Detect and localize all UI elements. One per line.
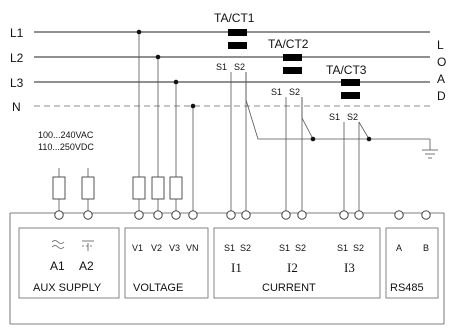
terminal-label-rs485-b: B [423,243,429,253]
terminal-label-v2: V2 [151,243,162,253]
junction-dot [310,136,316,142]
ct3-core [341,92,360,99]
ct3-s2-label: S2 [347,112,358,122]
load-letter-3: A [437,72,445,86]
terminal-rs485-a [394,210,404,220]
ct2-s1-label: S1 [271,87,282,97]
ct1-label: TA/CT1 [214,11,255,25]
ct1-core [228,29,247,36]
ct2-core [283,67,302,74]
group-label-current: CURRENT [262,282,316,294]
terminal-label-v3: V3 [169,243,180,253]
fuse-aux-a2 [81,176,95,200]
ct3-s1-label: S1 [329,112,340,122]
current-label-i3: I3 [344,260,355,275]
terminal-rs485-b [421,210,431,220]
terminal-label-i2-s1: S1 [279,243,290,253]
ct1-s2-label: S2 [234,62,245,72]
junction-dot [366,136,372,142]
terminal-i1-s1 [226,210,236,220]
terminal-label-vn: VN [186,243,199,253]
terminal-i3-s2 [354,210,364,220]
load-letter-2: O [437,55,446,69]
meter-body [9,212,445,325]
ct2: TA/CT2 S1 S2 [268,37,309,97]
fuse-v1 [132,176,146,200]
fuses [52,168,183,213]
current-label-i1: I1 [231,260,242,275]
terminal-v2 [153,210,163,220]
terminal-label-rs485-a: A [396,243,402,253]
group-label-voltage: VOLTAGE [133,282,183,294]
junction-dot [173,79,179,85]
load-label: L O A D [437,38,446,103]
current-label-i2: I2 [287,260,298,275]
terminal-i2-s2 [297,210,307,220]
rs485-group [385,227,439,299]
ct1-core [228,42,247,49]
load-letter-1: L [437,38,444,52]
label-l2: L2 [10,51,24,65]
terminal-label-i3-s1: S1 [337,243,348,253]
junction-dot [190,103,196,109]
label-l1: L1 [10,26,24,40]
voltage-taps [136,29,196,213]
terminal-row [54,210,431,220]
group-label-aux-supply: AUX SUPPLY [33,282,102,294]
ct1: TA/CT1 S1 S2 [214,11,255,72]
fuse-v3 [169,176,183,200]
ct1-s1-label: S1 [216,62,227,72]
terminal-a1 [54,210,64,220]
terminal-vn [188,210,198,220]
terminal-label-a2: A2 [79,259,94,273]
terminal-label-v1: V1 [132,243,143,253]
ct3-label: TA/CT3 [326,63,367,77]
terminal-a2 [83,210,93,220]
ct3-core [341,79,360,86]
ct2-label: TA/CT2 [268,37,309,51]
terminal-v1 [134,210,144,220]
ground-icon [422,139,438,159]
dc-symbol-icon [82,240,94,251]
voltage-group [124,227,209,299]
terminal-i3-s1 [339,210,349,220]
fuse-v2 [151,176,165,200]
terminal-label-i1-s2: S2 [240,243,251,253]
terminal-i1-s2 [241,210,251,220]
ct2-s2-label: S2 [289,87,300,97]
ct3: TA/CT3 S1 S2 [326,63,367,122]
terminal-v3 [171,210,181,220]
label-l3: L3 [10,76,24,90]
ct-wiring [230,72,430,213]
terminal-label-i2-s2: S2 [295,243,306,253]
aux-supply-group [18,227,120,299]
junction-dot [136,29,142,35]
aux-spec-dc: 110...250VDC [38,142,94,152]
terminal-label-a1: A1 [50,259,65,273]
terminal-label-i3-s2: S2 [353,243,364,253]
terminal-i2-s1 [281,210,291,220]
label-n: N [12,100,21,114]
load-letter-4: D [437,89,446,103]
junction-dot [155,54,161,60]
aux-spec-ac: 100...240VAC [38,130,94,140]
fuse-aux-a1 [52,176,66,200]
group-label-rs485: RS485 [390,282,424,294]
ac-symbol-icon [51,240,65,249]
ct2-core [283,54,302,61]
current-group [213,227,381,299]
terminal-label-i1-s1: S1 [224,243,235,253]
